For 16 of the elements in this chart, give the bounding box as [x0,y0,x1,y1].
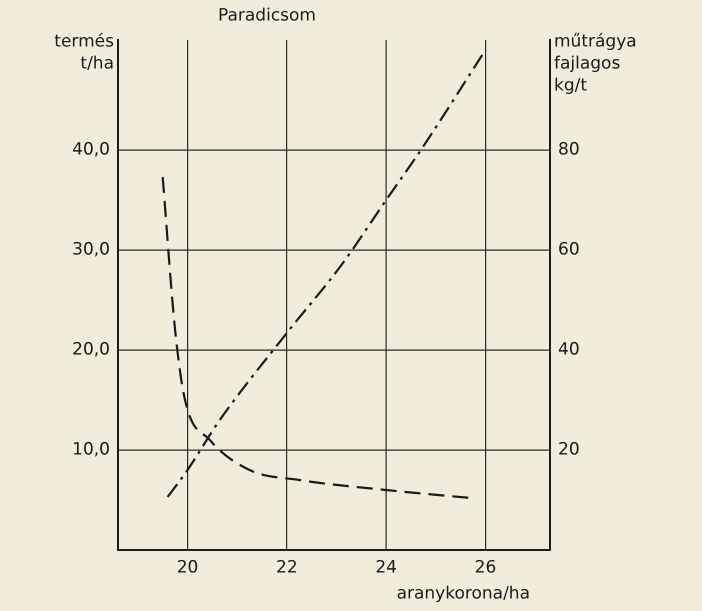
y-tick-label: 10,0 [72,439,110,460]
y-tick-label: 20,0 [72,339,110,360]
y2-tick-label: 40 [558,339,580,360]
y-tick-label: 30,0 [72,239,110,260]
y2-tick-label: 20 [558,439,580,460]
y-axis-title: termés t/ha [54,31,114,74]
y2-tick-label: 80 [558,139,580,160]
x-tick-label: 24 [375,558,397,578]
x-axis-title: aranykorona/ha [396,583,530,604]
y-tick-label: 40,0 [72,139,110,160]
y2-axis-title: műtrágya fajlagos kg/t [554,31,637,96]
x-tick-label: 26 [474,558,496,578]
x-tick-label: 22 [276,558,298,578]
y2-tick-label: 60 [558,239,580,260]
x-tick-label: 20 [176,558,198,578]
chart-title: Paradicsom [218,5,316,26]
